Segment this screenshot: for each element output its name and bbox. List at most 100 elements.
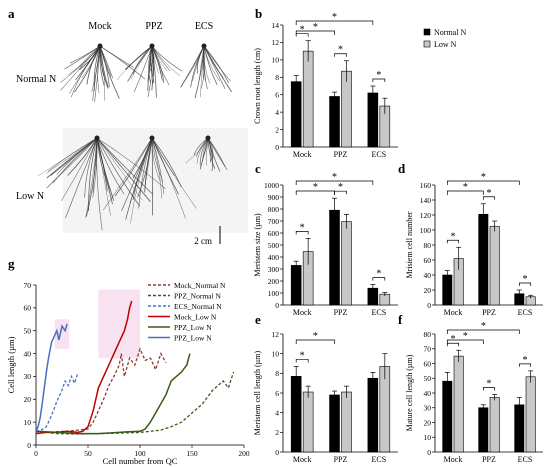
significance-bracket xyxy=(446,342,460,347)
root-stroke xyxy=(96,137,113,205)
root-stroke xyxy=(151,45,183,72)
x-tick-label: Mock xyxy=(293,455,312,464)
legend-label: PPZ_Low N xyxy=(174,333,212,342)
bar xyxy=(302,391,314,453)
panel-label-g: g xyxy=(8,256,15,271)
x-tick-label: PPZ xyxy=(482,308,496,317)
significance-bracket xyxy=(372,277,386,281)
root-stroke xyxy=(127,45,153,82)
y-tick-label: 10 xyxy=(272,56,280,65)
x-tick-label: PPZ xyxy=(334,150,348,159)
x-tick-label: ECS xyxy=(371,150,386,159)
significance-star: * xyxy=(332,12,337,23)
series-line xyxy=(35,300,133,435)
legend-label: PPZ_Normal N xyxy=(174,291,221,300)
chart-meristem-size: 0 100 200 300 400 500 600 700 800 900 1000 Meristem… xyxy=(253,172,398,317)
bar xyxy=(525,376,536,453)
bar xyxy=(453,355,464,453)
bar xyxy=(341,391,352,453)
root-stroke xyxy=(99,45,120,99)
root-stroke xyxy=(96,137,103,231)
y-tick-label: 4 xyxy=(275,108,279,117)
root-stroke xyxy=(73,45,101,72)
y-tick-label: 0 xyxy=(427,448,431,457)
y-tick-label: 400 xyxy=(268,253,280,262)
chart-mature-cell-length: 0 10 20 30 40 50 60 70 80 Mature cell length (µm)… xyxy=(405,321,543,464)
bar-legend: Normal N Low N xyxy=(423,28,466,49)
x-tick-label: Mock xyxy=(444,308,463,317)
y-tick-label: 300 xyxy=(268,265,280,274)
root-stroke xyxy=(151,137,154,216)
significance-star: * xyxy=(523,274,528,285)
legend-label: Mock_Low N xyxy=(174,312,217,321)
photo-col-header: ECS xyxy=(195,21,213,32)
root-crown xyxy=(94,135,100,141)
series-line xyxy=(35,347,167,434)
y-tick-label: 40 xyxy=(24,349,32,358)
y-tick-label: 120 xyxy=(420,211,432,220)
root-crown xyxy=(205,135,211,141)
y-tick-label: 0 xyxy=(275,143,279,152)
significance-bracket xyxy=(482,387,496,391)
y-tick-label: 10 xyxy=(272,349,280,358)
y-tick-label: 4 xyxy=(275,408,279,417)
root-crown xyxy=(201,43,207,49)
root-stroke xyxy=(69,45,101,64)
legend-label-low: Low N xyxy=(434,40,457,49)
legend-label-normal: Normal N xyxy=(434,28,466,37)
y-tick-label: 0 xyxy=(427,301,431,310)
photo-row-header: Low N xyxy=(16,191,44,202)
y-axis-title: Mrisiem cell number xyxy=(405,211,414,278)
y-tick-label: 500 xyxy=(268,241,280,250)
root-stroke xyxy=(190,45,205,88)
bar xyxy=(290,375,302,453)
significance-star: * xyxy=(300,25,305,36)
root-stroke xyxy=(96,137,154,195)
y-tick-label: 1000 xyxy=(264,181,279,190)
root-stroke xyxy=(96,137,151,203)
significance-bracket xyxy=(446,339,484,344)
x-tick-label: ECS xyxy=(518,308,533,317)
root-stroke xyxy=(47,137,98,172)
root-stroke xyxy=(92,137,98,198)
root-stroke xyxy=(47,137,98,187)
panel-label-c: c xyxy=(255,161,261,176)
y-tick-label: 700 xyxy=(268,217,280,226)
significance-star: * xyxy=(338,45,343,56)
significance-star: * xyxy=(338,182,343,193)
root-stroke xyxy=(88,137,98,212)
significance-bracket xyxy=(446,329,520,334)
root-stroke xyxy=(203,45,221,82)
legend-swatch-low xyxy=(423,40,431,48)
root-crown xyxy=(149,43,155,49)
root-stroke xyxy=(151,137,182,188)
x-tick-label: ECS xyxy=(371,455,386,464)
significance-bracket xyxy=(446,190,484,195)
y-tick-label: 70 xyxy=(24,281,32,290)
significance-bracket xyxy=(295,180,374,185)
x-tick-label: Mock xyxy=(444,455,463,464)
y-tick-label: 60 xyxy=(424,256,432,265)
bar xyxy=(302,50,314,148)
root-stroke xyxy=(99,45,105,101)
y-tick-label: 600 xyxy=(268,229,280,238)
highlight-zone xyxy=(98,289,140,359)
significance-bracket xyxy=(295,231,309,235)
significance-star: * xyxy=(332,172,337,183)
root-stroke xyxy=(99,45,146,80)
x-tick-label: Mock xyxy=(293,308,312,317)
bar xyxy=(379,366,391,453)
root-stroke xyxy=(200,45,205,98)
significance-star: * xyxy=(487,188,492,199)
significance-bracket xyxy=(518,363,532,367)
root-stroke xyxy=(102,137,153,211)
y-tick-label: 50 xyxy=(424,374,432,383)
y-tick-label: 50 xyxy=(24,327,32,336)
bar xyxy=(367,92,379,148)
significance-bracket xyxy=(295,33,309,37)
significance-bracket xyxy=(295,20,374,25)
bar xyxy=(478,213,489,306)
x-tick-label: 100 xyxy=(134,449,146,458)
significance-star: * xyxy=(376,70,381,81)
